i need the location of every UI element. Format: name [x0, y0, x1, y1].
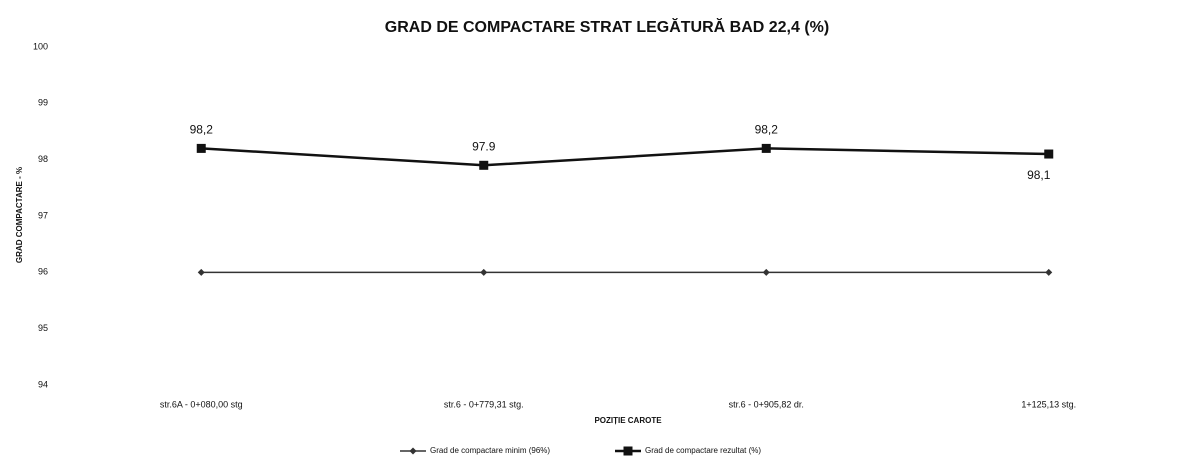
marker: [623, 446, 633, 456]
data-label: 97.9: [472, 139, 496, 153]
data-label: 98,2: [190, 123, 214, 137]
chart-title: GRAD DE COMPACTARE STRAT LEGĂTURĂ BAD 22…: [385, 17, 829, 36]
y-axis-label: GRAD COMPACTARE - %: [15, 167, 24, 263]
x-tick-label: str.6A - 0+080,00 stg: [160, 399, 243, 409]
marker: [409, 447, 417, 455]
marker: [1044, 149, 1054, 159]
legend-label: Grad de compactare rezultat (%): [645, 446, 761, 455]
y-tick-label: 98: [38, 154, 48, 164]
marker: [196, 143, 206, 153]
data-label: 98,2: [755, 123, 779, 137]
marker: [197, 268, 205, 276]
marker: [1045, 268, 1053, 276]
x-tick-label: 1+125,13 stg.: [1021, 399, 1076, 409]
y-tick-label: 100: [33, 41, 48, 51]
x-tick-label: str.6 - 0+779,31 stg.: [444, 399, 524, 409]
legend-label: Grad de compactare minim (96%): [430, 446, 550, 455]
marker: [479, 160, 489, 170]
y-tick-label: 99: [38, 98, 48, 108]
series-line: [201, 147, 1049, 167]
data-label: 98,1: [1027, 168, 1051, 182]
marker: [761, 143, 771, 153]
y-tick-label: 97: [38, 210, 48, 220]
x-tick-label: str.6 - 0+905,82 dr.: [729, 399, 804, 409]
y-tick-label: 94: [38, 379, 48, 389]
y-tick-label: 95: [38, 323, 48, 333]
marker: [762, 268, 770, 276]
x-axis-label: POZIȚIE CAROTE: [594, 416, 662, 425]
y-tick-label: 96: [38, 267, 48, 277]
marker: [480, 268, 488, 276]
